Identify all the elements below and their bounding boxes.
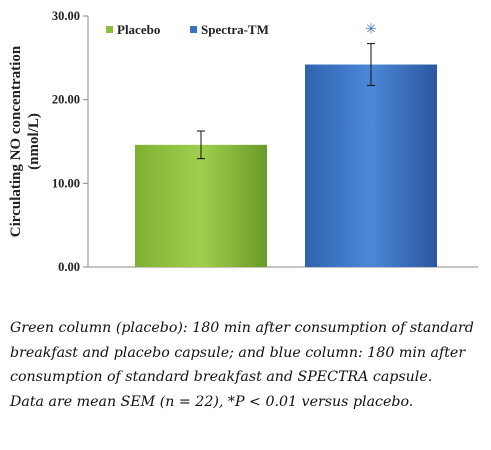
caption-line-3: consumption of standard breakfast and SP… <box>10 369 433 385</box>
y-axis-label-line: Circulating NO concentration <box>8 45 24 237</box>
legend-swatch <box>106 26 113 33</box>
caption-line-1: Green column (placebo): 180 min after co… <box>10 320 474 336</box>
y-tick-label: 0.00 <box>58 260 80 274</box>
y-tick-label: 30.00 <box>52 9 80 23</box>
y-tick-label: 20.00 <box>52 93 80 107</box>
y-axis-label-line: (nmol/L) <box>26 113 42 170</box>
legend-swatch <box>190 26 197 33</box>
bar-placebo <box>135 144 267 267</box>
y-tick-label: 10.00 <box>52 176 80 190</box>
significance-marker: ✳ <box>365 22 377 38</box>
legend-label: Placebo <box>117 22 160 37</box>
figure-caption: Green column (placebo): 180 min after co… <box>10 316 486 414</box>
caption-line-4: Data are mean SEM (n = 22), *P < 0.01 ve… <box>10 393 414 410</box>
legend-label: Spectra-TM <box>201 22 269 37</box>
caption-line-2: breakfast and placebo capsule; and blue … <box>10 344 466 361</box>
bar-spectra-tm <box>305 64 437 267</box>
